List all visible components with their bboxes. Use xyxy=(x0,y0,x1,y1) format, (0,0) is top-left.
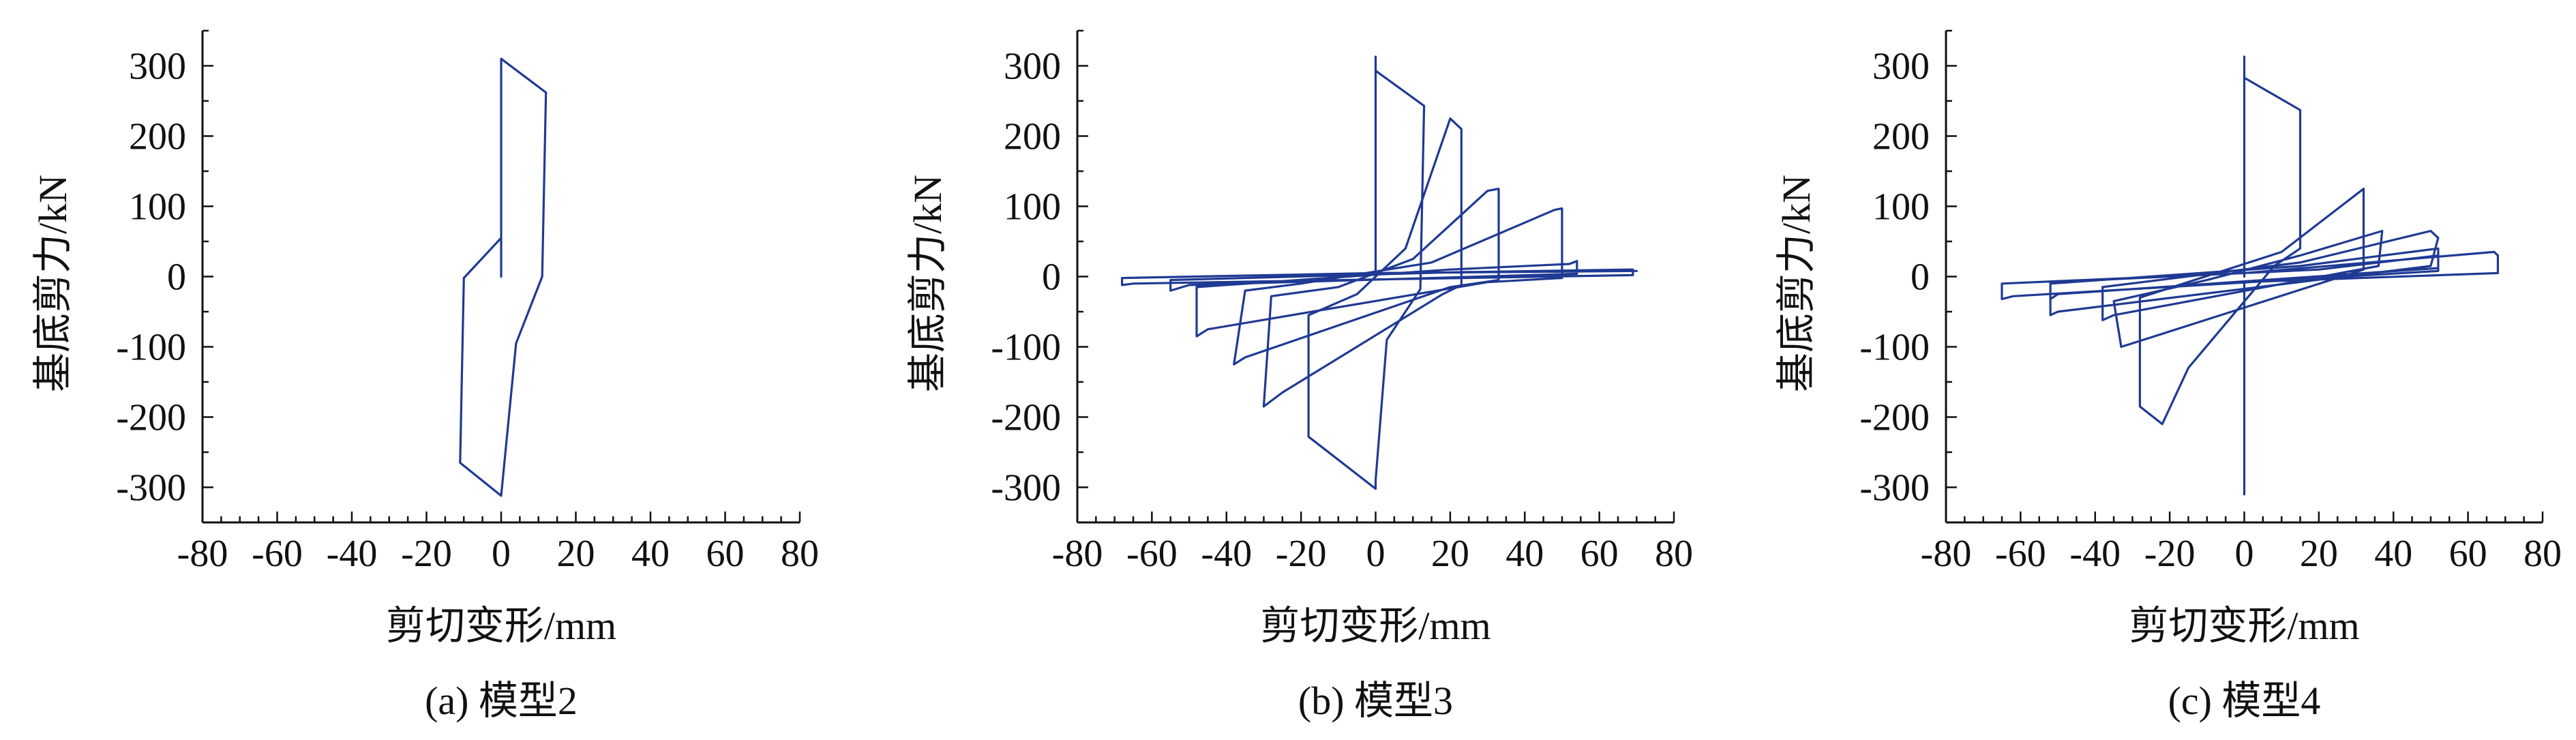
chart-panel-2: -80 -60 -40 -20 0 20 40 60 80-300-200-1000100200… xyxy=(905,29,1693,723)
chart-panel-1: -80 -60 -40 -20 0 20 40 60 80-300-200-1000100200… xyxy=(31,29,819,723)
y-tick-label: -300 xyxy=(116,467,186,509)
y-tick-label: -100 xyxy=(116,327,186,369)
y-tick-label: -100 xyxy=(1859,327,1930,369)
y-tick-label: 0 xyxy=(1042,256,1061,299)
x-tick-label: 80 xyxy=(1655,533,1693,575)
y-tick-label: 300 xyxy=(1872,46,1930,88)
y-axis-label: 基底剪力/kN xyxy=(31,175,75,392)
x-tick-label: -40 xyxy=(327,533,378,575)
y-tick-label: -200 xyxy=(991,397,1061,439)
y-tick-label: 200 xyxy=(1004,116,1061,158)
x-tick-label: -20 xyxy=(1276,533,1327,575)
x-tick-label: 40 xyxy=(631,533,670,575)
x-tick-label: 60 xyxy=(1581,533,1619,575)
y-tick-label: 200 xyxy=(1872,116,1930,158)
y-tick-label: 100 xyxy=(1872,186,1930,228)
x-tick-label: 20 xyxy=(557,533,595,575)
y-axis-label: 基底剪力/kN xyxy=(1774,175,1818,392)
y-tick-label: 300 xyxy=(1004,46,1061,88)
hysteresis-curve-1 xyxy=(2001,55,2499,496)
x-tick-label: 80 xyxy=(2523,533,2562,575)
x-tick-label: 80 xyxy=(781,533,819,575)
x-tick-label: 20 xyxy=(1431,533,1469,575)
x-tick-label: -20 xyxy=(401,533,452,575)
y-tick-label: 300 xyxy=(129,46,186,88)
x-tick-label: 40 xyxy=(1506,533,1544,575)
x-tick-label: -80 xyxy=(177,533,228,575)
hysteresis-curve-1 xyxy=(1120,55,1638,490)
x-tick-label: -80 xyxy=(1921,533,1972,575)
x-tick-label: -40 xyxy=(2069,533,2121,575)
y-tick-label: 0 xyxy=(1911,256,1930,299)
y-tick-label: -200 xyxy=(1859,397,1930,439)
chart-panel-3: -80 -60 -40 -20 0 20 40 60 80-300-200-1000100200… xyxy=(1774,29,2562,723)
y-tick-label: 100 xyxy=(129,186,186,228)
y-tick-label: 100 xyxy=(1004,186,1061,228)
x-tick-label: 40 xyxy=(2374,533,2412,575)
y-tick-label: 0 xyxy=(167,256,186,299)
hysteresis-curve-1 xyxy=(459,57,548,497)
x-tick-label: -60 xyxy=(252,533,303,575)
x-tick-label: -60 xyxy=(1995,533,2046,575)
y-tick-label: -100 xyxy=(991,327,1061,369)
panel-caption: (b) 模型3 xyxy=(1298,679,1453,723)
x-axis-label: 剪切变形/mm xyxy=(2129,604,2359,648)
x-tick-label: 60 xyxy=(2449,533,2487,575)
x-tick-label: 60 xyxy=(706,533,745,575)
x-tick-label: -40 xyxy=(1201,533,1252,575)
x-tick-label: -20 xyxy=(2144,533,2196,575)
y-tick-label: -200 xyxy=(116,397,186,439)
x-tick-label: 0 xyxy=(1366,533,1386,575)
x-axis-label: 剪切变形/mm xyxy=(386,604,616,648)
x-axis-label: 剪切变形/mm xyxy=(1260,604,1491,648)
y-tick-label: 200 xyxy=(129,116,186,158)
x-tick-label: 20 xyxy=(2300,533,2338,575)
panel-caption: (c) 模型4 xyxy=(2168,679,2321,723)
x-tick-label: -60 xyxy=(1126,533,1178,575)
y-tick-label: -300 xyxy=(991,467,1061,509)
y-axis-label: 基底剪力/kN xyxy=(905,175,950,392)
y-tick-label: -300 xyxy=(1859,467,1930,509)
x-tick-label: 0 xyxy=(492,533,511,575)
panel-caption: (a) 模型2 xyxy=(425,679,578,723)
x-tick-label: -80 xyxy=(1052,533,1103,575)
x-tick-label: 0 xyxy=(2235,533,2254,575)
